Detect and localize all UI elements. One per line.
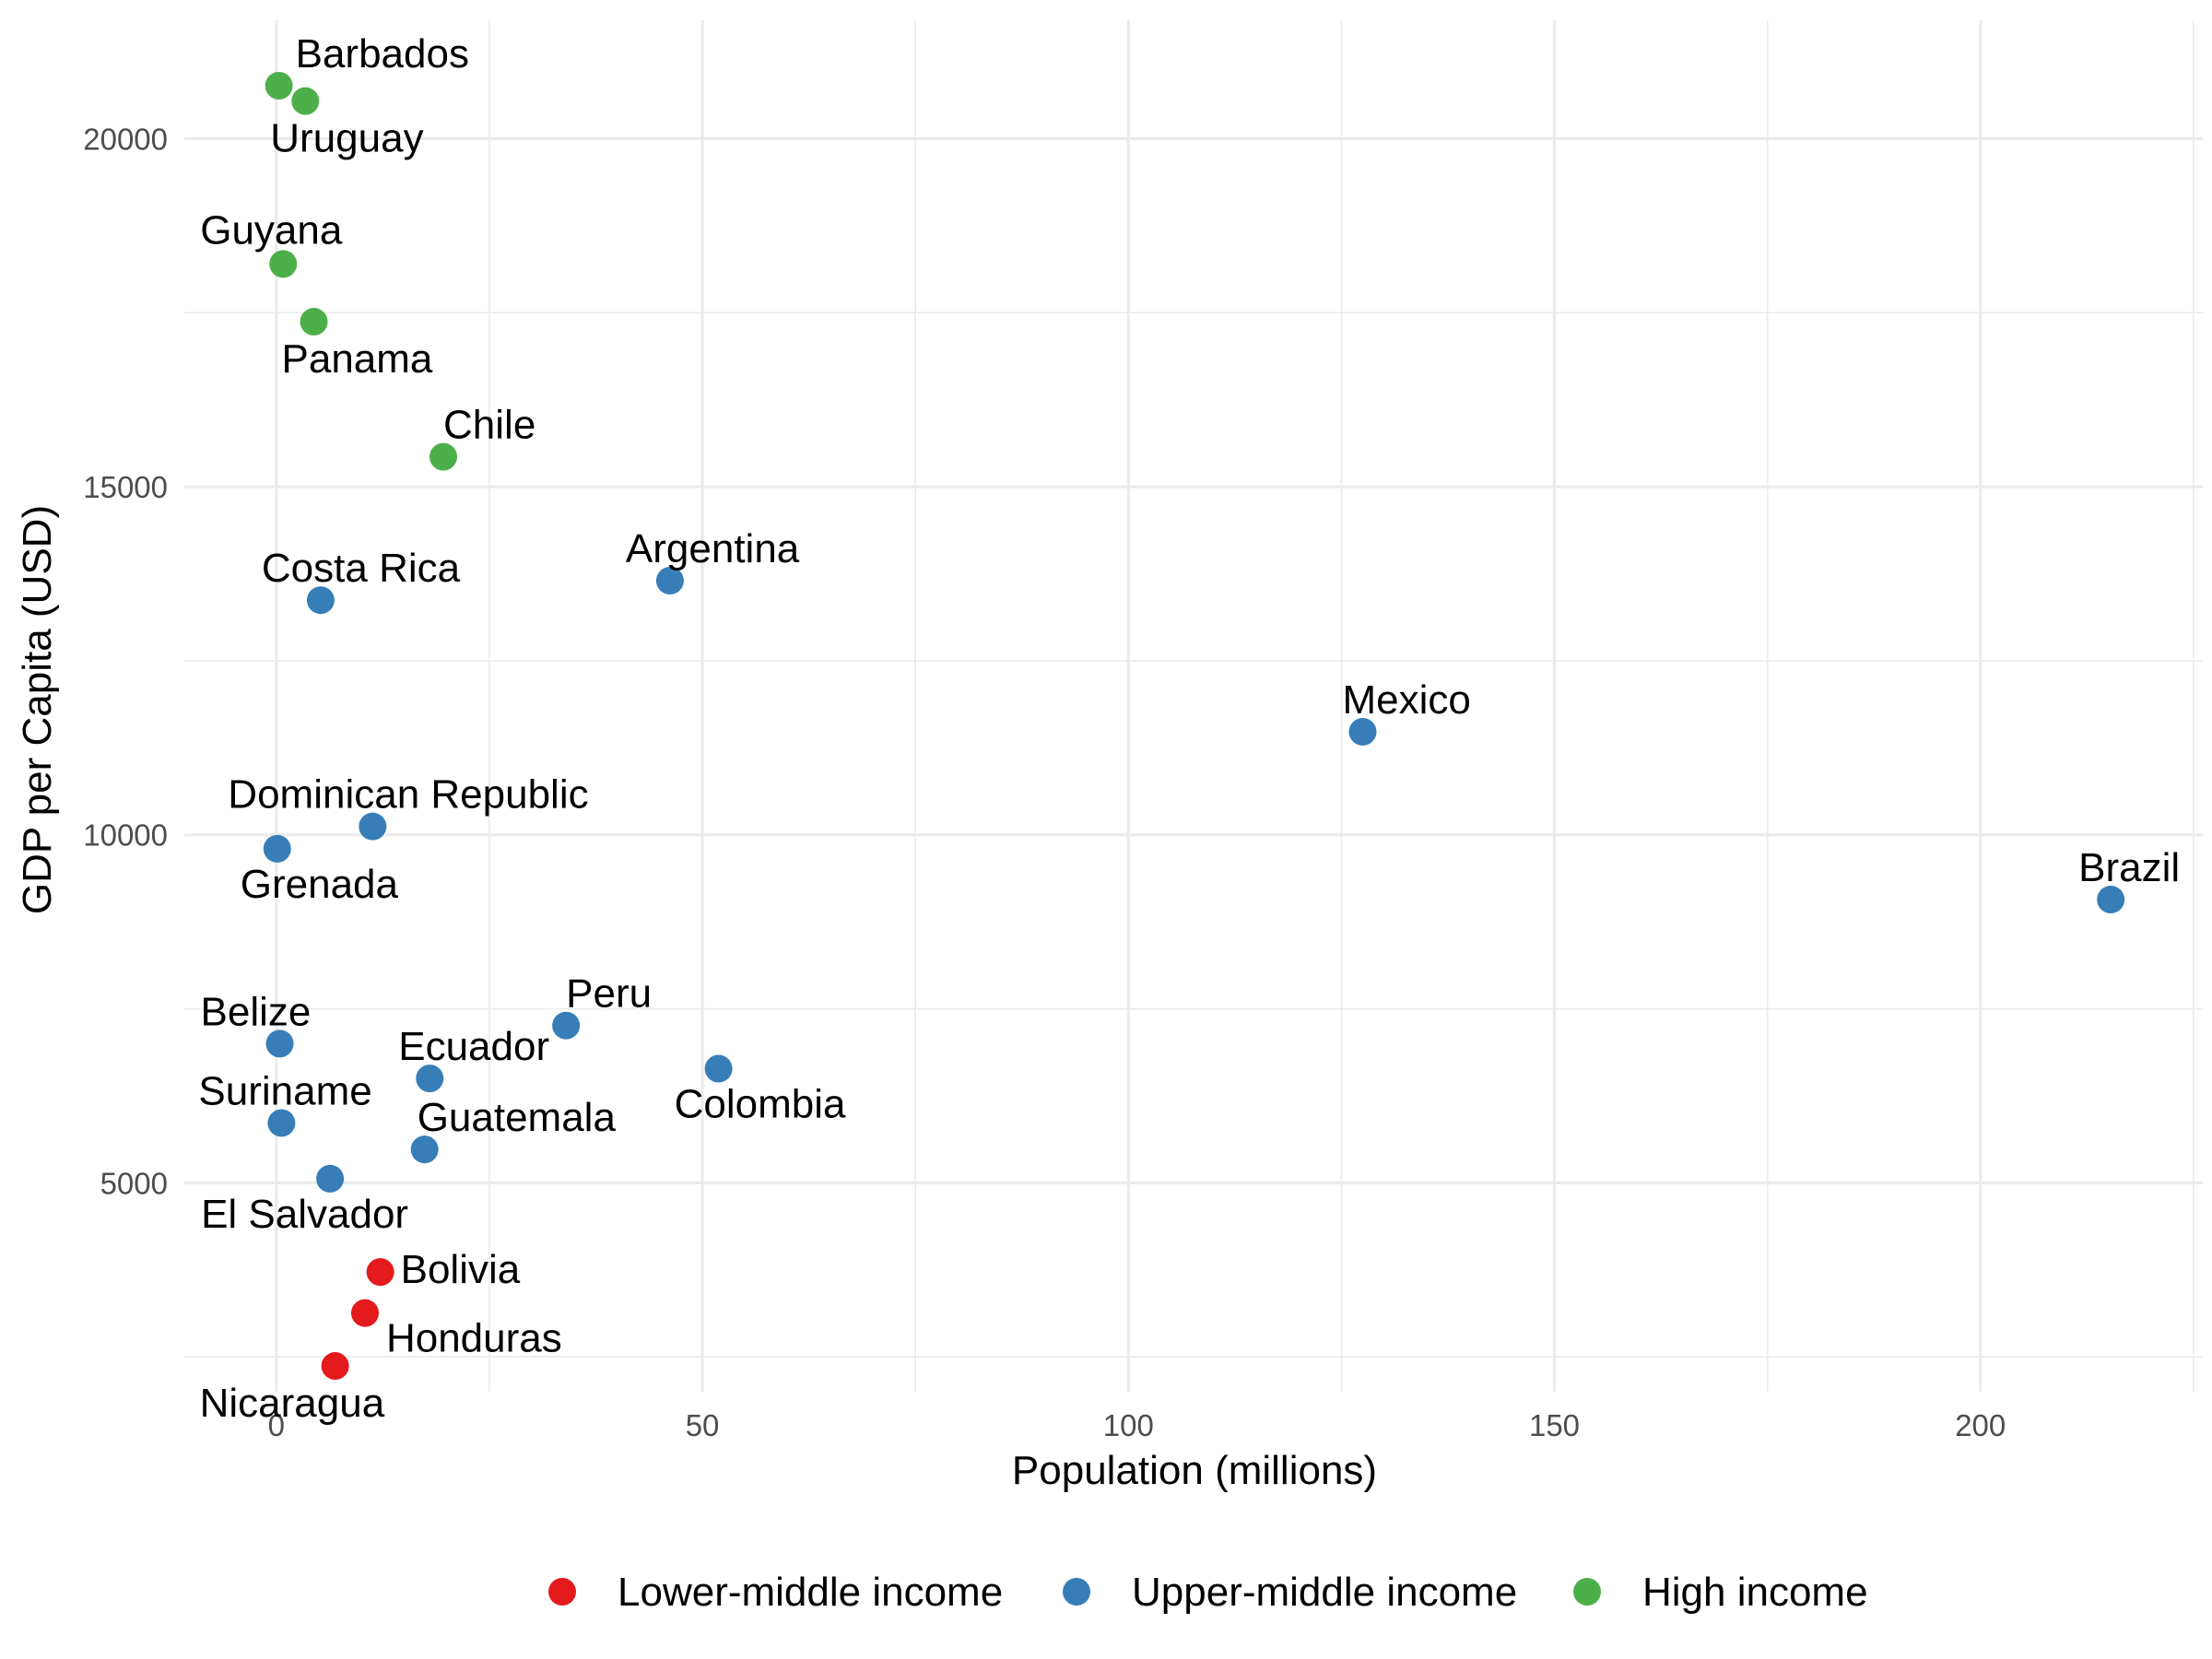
scatter-point xyxy=(410,1135,439,1164)
point-label: Bolivia xyxy=(401,1247,521,1292)
axis-ticks: 0 50 100 150 200 5000 10000 15000 20000 xyxy=(83,122,2006,1442)
y-tick-label: 10000 xyxy=(83,818,168,853)
x-tick-label: 0 xyxy=(268,1408,285,1442)
point-label: Argentina xyxy=(626,526,800,571)
scatter-point xyxy=(416,1065,444,1093)
point-label: Mexico xyxy=(1343,677,1471,723)
point-label: Guatemala xyxy=(418,1095,617,1140)
x-tick-label: 150 xyxy=(1529,1408,1580,1442)
legend: Lower-middle income Upper-middle income Hi… xyxy=(548,1570,1868,1615)
legend-key xyxy=(548,1578,576,1606)
legend-label: Upper-middle income xyxy=(1132,1570,1517,1615)
point-label: Nicaragua xyxy=(200,1381,385,1426)
point-label: Ecuador xyxy=(398,1024,549,1069)
y-axis-title: GDP per Capita (USD) xyxy=(15,505,60,914)
scatter-point xyxy=(291,87,320,115)
point-label: Panama xyxy=(282,336,433,382)
scatter-point xyxy=(300,308,328,336)
x-tick-label: 100 xyxy=(1103,1408,1154,1442)
grid-lines xyxy=(184,20,2203,1392)
legend-label: Lower-middle income xyxy=(618,1570,1003,1615)
y-tick-label: 20000 xyxy=(83,122,168,156)
scatter-point xyxy=(366,1258,394,1287)
x-tick-label: 50 xyxy=(686,1408,720,1442)
point-label: Dominican Republic xyxy=(228,772,588,818)
x-tick-label: 200 xyxy=(1955,1408,2006,1442)
scatter-point xyxy=(1348,717,1377,746)
point-label: Costa Rica xyxy=(262,546,461,591)
point-label: Honduras xyxy=(386,1316,562,1361)
scatter-point xyxy=(2097,885,2125,913)
point-label: Brazil xyxy=(2078,845,2180,890)
legend-label: High income xyxy=(1642,1570,1868,1615)
scatter-point xyxy=(263,834,291,863)
scatter-point xyxy=(429,442,458,471)
scatter-point xyxy=(265,1030,294,1058)
point-label: Uruguay xyxy=(270,116,423,161)
point-label: Suriname xyxy=(198,1068,371,1113)
data-points xyxy=(263,72,2125,1381)
y-tick-label: 5000 xyxy=(100,1166,168,1200)
scatter-point xyxy=(350,1299,379,1327)
point-label: Peru xyxy=(566,971,652,1017)
scatter-point xyxy=(704,1054,733,1083)
scatter-point xyxy=(267,1109,296,1137)
scatter-point xyxy=(265,72,293,100)
scatter-point xyxy=(321,1352,349,1381)
point-label: Barbados xyxy=(296,31,469,76)
y-tick-label: 15000 xyxy=(83,470,168,504)
legend-key xyxy=(1573,1578,1601,1606)
scatter-point xyxy=(655,567,684,595)
scatter-point xyxy=(552,1011,581,1040)
scatter-point xyxy=(316,1164,345,1193)
point-label: Chile xyxy=(443,403,535,448)
point-label: Colombia xyxy=(675,1082,846,1127)
point-label: Belize xyxy=(201,989,312,1034)
scatter-point xyxy=(269,250,298,278)
point-label: El Salvador xyxy=(201,1192,408,1237)
point-label: Grenada xyxy=(241,862,399,907)
legend-key xyxy=(1063,1578,1090,1606)
scatter-point xyxy=(306,586,335,615)
point-label: Guyana xyxy=(200,207,343,253)
scatter-point xyxy=(359,812,387,841)
x-axis-title: Population (millions) xyxy=(1012,1448,1377,1493)
